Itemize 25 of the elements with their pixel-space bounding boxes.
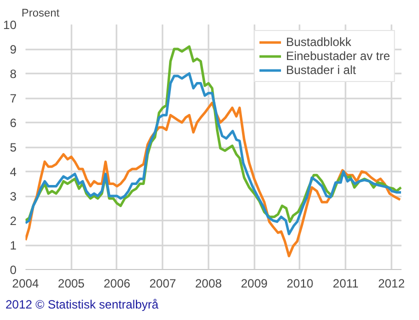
y-tick-label: 3 — [10, 190, 17, 204]
y-axis-title: Prosent — [22, 8, 60, 20]
x-tick-label: 2005 — [58, 276, 85, 290]
x-tick-label: 2010 — [286, 276, 314, 290]
y-tick-label: 10 — [3, 18, 17, 32]
x-tick-label: 2012 — [378, 276, 406, 290]
legend-label: Bustader i alt — [286, 63, 356, 77]
legend-label: Bustadblokk — [286, 35, 352, 49]
text: 2012 © Statistisk sentralbyrå — [6, 298, 159, 312]
x-tick-label: 2007 — [149, 276, 176, 290]
y-tick-label: 7 — [10, 92, 17, 106]
legend-label: Einebustader av tre — [286, 49, 390, 63]
x-tick-label: 2006 — [104, 276, 131, 290]
y-tick-label: 8 — [10, 67, 17, 81]
x-tick-label: 2004 — [12, 276, 40, 290]
y-tick-label: 2 — [10, 214, 17, 228]
y-tick-label: 9 — [10, 42, 17, 56]
y-tick-label: 6 — [10, 116, 17, 130]
y-tick-label: 4 — [10, 165, 17, 179]
y-tick-label: 5 — [10, 140, 17, 154]
y-tick-label: 0 — [10, 263, 17, 277]
x-tick-label: 2011 — [332, 276, 359, 290]
y-tick-label: 1 — [10, 238, 17, 252]
x-tick-label: 2008 — [195, 276, 222, 290]
x-tick-label: 2009 — [240, 276, 268, 290]
